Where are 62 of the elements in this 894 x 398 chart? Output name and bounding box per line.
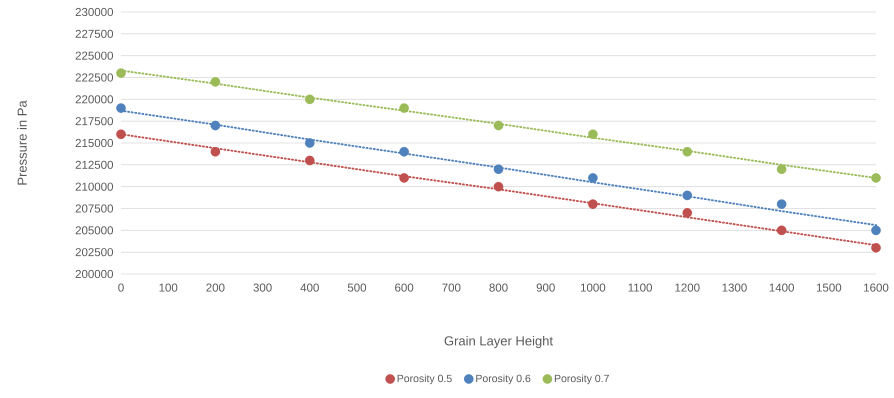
point [776, 199, 786, 209]
y-tick-label: 205000 [76, 226, 114, 234]
point [210, 77, 220, 87]
x-tick-label: 1000 [580, 284, 606, 292]
point [116, 103, 126, 113]
x-tick-label: 1400 [770, 284, 794, 292]
point [588, 199, 598, 209]
point [871, 173, 881, 183]
y-tick-label: 210000 [76, 182, 114, 191]
point [304, 94, 315, 104]
x-tick-label: 300 [253, 284, 272, 292]
y-tick-label: 215000 [76, 138, 114, 148]
point [682, 146, 692, 157]
x-tick-label: 900 [536, 284, 555, 292]
x-tick-label: 1500 [816, 284, 842, 292]
point [210, 146, 220, 157]
point [682, 190, 692, 200]
x-tick-label: 400 [300, 284, 319, 292]
x-tick-label: 700 [442, 284, 460, 292]
point [871, 226, 881, 236]
x-tick-label: 1600 [864, 284, 888, 292]
point [494, 182, 504, 192]
y-tick-label: 225000 [76, 52, 114, 60]
x-tick-label: 0 [118, 284, 124, 292]
x-tick-label: 600 [395, 284, 414, 292]
point [682, 208, 692, 218]
point [116, 68, 126, 78]
x-tick-label: 100 [159, 284, 178, 292]
point [494, 164, 504, 174]
y-tick-label: 202500 [76, 248, 114, 256]
x-axis-title: Grain Layer Height [444, 336, 553, 348]
point [304, 138, 315, 148]
point [116, 129, 126, 140]
y-tick-label: 227500 [76, 30, 114, 38]
legend-label: Porosity 0.6 [476, 374, 530, 384]
point [304, 156, 315, 166]
point [399, 173, 409, 183]
point [399, 146, 409, 157]
point [776, 164, 786, 174]
x-tick-label: 200 [206, 284, 225, 292]
y-tick-label: 207500 [76, 204, 114, 213]
point [871, 243, 881, 253]
point [588, 129, 598, 140]
x-tick-label: 500 [348, 284, 366, 292]
x-tick-label: 1100 [628, 284, 652, 292]
legend-label: Porosity 0.7 [554, 374, 609, 384]
x-tick-label: 1300 [722, 284, 747, 292]
y-tick-label: 220000 [76, 95, 114, 104]
y-tick-label: 230000 [76, 8, 114, 16]
point [776, 226, 786, 236]
y-tick-label: 217500 [76, 117, 114, 126]
x-tick-label: 800 [489, 284, 508, 292]
point [399, 103, 409, 113]
point [210, 120, 220, 130]
y-tick-label: 212500 [76, 160, 114, 169]
legend-label: Porosity 0.5 [398, 374, 452, 384]
y-axis-title: Pressure in Pa [17, 100, 27, 185]
point [588, 173, 598, 183]
x-tick-label: 1200 [675, 284, 700, 292]
y-tick-label: 200000 [76, 270, 114, 278]
point [494, 120, 504, 130]
y-tick-label: 222500 [76, 73, 114, 82]
